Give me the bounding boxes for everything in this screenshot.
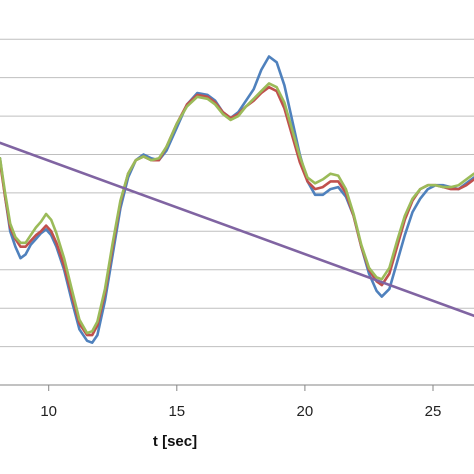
- x-tick-label-0: 10: [40, 403, 57, 420]
- series-line-2: [0, 85, 474, 337]
- x-tick-label-1: 15: [168, 403, 185, 420]
- series-line-4: [0, 141, 474, 318]
- x-tick-label-2: 20: [297, 403, 314, 420]
- x-axis-title: t [sec]: [153, 433, 197, 450]
- series-line-1: [0, 55, 474, 345]
- series-line-3: [0, 82, 474, 335]
- series-lines: [0, 55, 474, 345]
- x-tick-label-3: 25: [425, 403, 442, 420]
- x-axis-ticks: 10 15 20 25: [40, 385, 441, 420]
- gridlines: [0, 38, 474, 348]
